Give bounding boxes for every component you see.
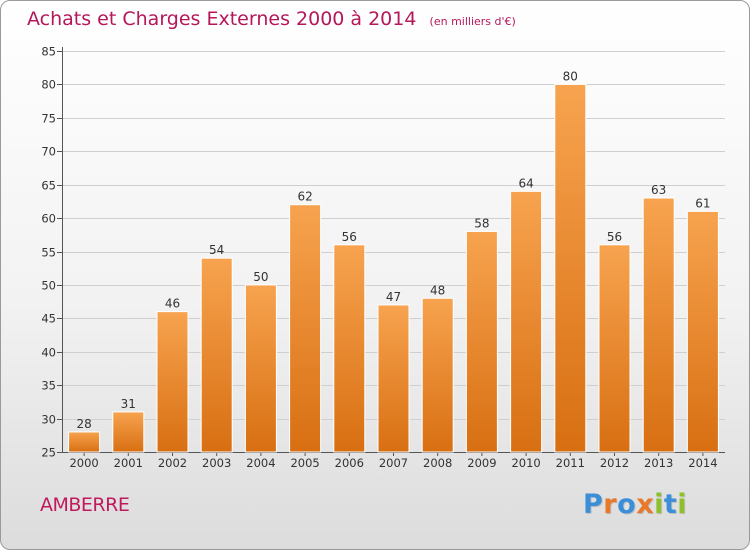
- x-tick-label: 2009: [467, 456, 496, 470]
- data-label: 63: [651, 183, 666, 197]
- x-tick-label: 2000: [69, 456, 98, 470]
- y-tick-label: 85: [41, 45, 56, 59]
- logo-letter: P: [583, 489, 604, 520]
- y-tick-label: 70: [41, 145, 56, 159]
- chart-title: Achats et Charges Externes 2000 à 2014 (…: [27, 8, 516, 30]
- data-label: 56: [607, 230, 622, 244]
- chart-title-text: Achats et Charges Externes 2000 à 2014: [27, 8, 417, 30]
- data-labels: 28 31 46 54 50 62 56 47 48 58 64 80 56 63 61: [76, 69, 710, 431]
- bar: [421, 297, 454, 453]
- x-tick-label: 2005: [290, 456, 319, 470]
- data-label: 50: [253, 270, 268, 284]
- y-tick-label: 65: [41, 179, 56, 193]
- logo-letter: i: [677, 489, 688, 520]
- data-label: 61: [695, 196, 710, 210]
- bar: [510, 190, 543, 453]
- x-tick-label: 2014: [688, 456, 717, 470]
- x-tick-label: 2012: [600, 456, 629, 470]
- data-label: 47: [386, 290, 401, 304]
- bar: [642, 197, 675, 453]
- y-tick-label: 60: [41, 212, 56, 226]
- bar: [68, 431, 101, 453]
- data-label: 46: [165, 297, 180, 311]
- chart-unit: (en milliers d'€): [429, 15, 516, 28]
- logo-letter: r: [603, 489, 618, 520]
- data-label: 62: [297, 190, 312, 204]
- x-tick-label: 2002: [158, 456, 187, 470]
- y-tick-label: 80: [41, 78, 56, 92]
- data-label: 56: [342, 230, 357, 244]
- commune-name: AMBERRE: [40, 494, 130, 516]
- data-label: 31: [121, 397, 136, 411]
- x-tick-label: 2008: [423, 456, 452, 470]
- data-label: 28: [76, 417, 91, 431]
- bar: [112, 411, 145, 453]
- y-tick-label: 40: [41, 346, 56, 360]
- y-tick-label: 35: [41, 379, 56, 393]
- x-tick-label: 2006: [335, 456, 364, 470]
- data-label: 54: [209, 243, 224, 257]
- bar: [156, 311, 189, 453]
- data-label: 80: [563, 69, 578, 83]
- logo-letter: x: [636, 489, 655, 520]
- x-tick-label: 2004: [246, 456, 275, 470]
- y-tick-label: 55: [41, 246, 56, 260]
- y-tick-label: 50: [41, 279, 56, 293]
- bar: [200, 257, 233, 453]
- y-tick-label: 75: [41, 112, 56, 126]
- bars: [68, 83, 719, 453]
- bar: [244, 284, 277, 453]
- bar: [598, 244, 631, 453]
- data-label: 64: [518, 176, 533, 190]
- y-tick-label: 45: [41, 312, 56, 326]
- logo-letter: i: [654, 489, 664, 520]
- x-tick-label: 2003: [202, 456, 231, 470]
- bar: [554, 83, 587, 453]
- bar: [289, 204, 322, 453]
- proxiti-logo: Proxiti: [583, 489, 687, 520]
- data-label: 48: [430, 283, 445, 297]
- x-tick-label: 2001: [114, 456, 143, 470]
- x-tick-label: 2010: [511, 456, 540, 470]
- bar: [686, 210, 719, 453]
- x-tick-label: 2013: [644, 456, 673, 470]
- x-tick-label: 2011: [556, 456, 585, 470]
- axes: 25 30 35 40 45 50 55 60 65 70 75 80 85 2000 2001 2002 20…: [41, 45, 725, 470]
- bar: [377, 304, 410, 453]
- data-label: 58: [474, 216, 489, 230]
- x-tick-label: 2007: [379, 456, 408, 470]
- y-tick-label: 25: [41, 446, 56, 460]
- y-tick-label: 30: [41, 413, 56, 427]
- bar: [465, 230, 498, 453]
- logo-letter: o: [617, 489, 637, 520]
- logo-letter: t: [663, 489, 678, 520]
- bar: [333, 244, 366, 453]
